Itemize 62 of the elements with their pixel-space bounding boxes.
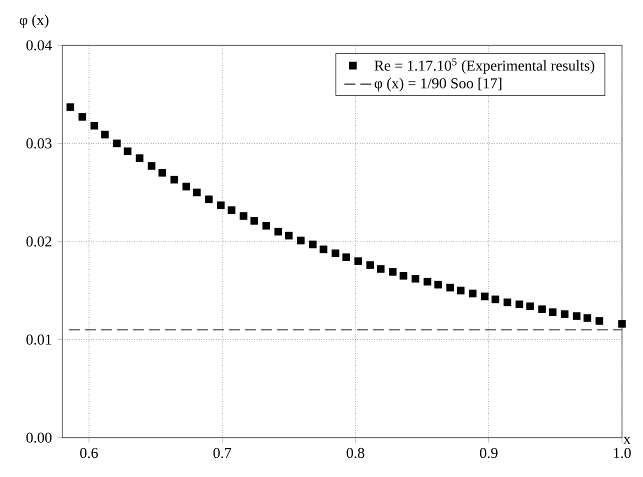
point	[309, 240, 317, 248]
point	[388, 268, 397, 276]
point	[468, 290, 477, 298]
point	[136, 154, 144, 162]
point	[400, 272, 408, 280]
point	[366, 261, 374, 269]
point	[78, 113, 86, 121]
point	[504, 298, 512, 306]
point	[526, 302, 534, 310]
x-tick-label: 0.9	[480, 448, 498, 458]
y-tick-label: 0.00	[26, 432, 52, 443]
point	[148, 162, 156, 170]
point	[560, 310, 568, 318]
legend-label: Re = 1.17.10$^{5}$ (Experimental results)	[374, 58, 594, 74]
point	[434, 280, 442, 288]
point	[297, 236, 305, 244]
y-axis-title: φ (x)	[20, 14, 48, 28]
point	[285, 232, 293, 240]
point	[90, 122, 98, 130]
point	[618, 320, 626, 328]
y-tick-label: 0.03	[26, 138, 52, 148]
point	[572, 312, 580, 320]
point	[262, 222, 270, 230]
x-tick-label: 1.0	[614, 448, 631, 458]
legend-label: φ (x) = 1/90 Soo [17]	[374, 78, 502, 92]
point	[66, 103, 74, 111]
point	[596, 317, 604, 325]
x-tick-label: 0.7	[213, 448, 232, 458]
x-axis-title: x	[623, 436, 631, 444]
point	[320, 246, 328, 254]
point	[446, 284, 454, 292]
point	[158, 169, 166, 177]
point	[193, 188, 201, 196]
point	[217, 201, 225, 210]
point	[456, 286, 465, 294]
y-tick-label: 0.04	[26, 40, 52, 50]
x-tick-label: 0.8	[346, 448, 364, 458]
point	[274, 228, 282, 236]
point	[376, 265, 385, 273]
point	[101, 130, 109, 138]
point	[113, 140, 121, 148]
point	[412, 274, 420, 283]
point	[354, 257, 362, 265]
point	[250, 217, 258, 225]
point	[538, 305, 546, 313]
point	[480, 292, 489, 300]
point	[492, 296, 500, 304]
point	[332, 249, 340, 258]
point	[205, 196, 213, 204]
point	[228, 206, 236, 214]
point	[182, 182, 190, 190]
point	[170, 176, 178, 184]
point	[240, 212, 248, 220]
y-tick-label: 0.01	[26, 334, 52, 345]
point	[548, 308, 557, 316]
point	[584, 314, 592, 322]
point	[342, 253, 350, 261]
y-tick-label: 0.02	[26, 236, 52, 247]
point	[516, 300, 524, 308]
x-tick-label: 0.6	[80, 448, 98, 458]
point	[424, 278, 432, 286]
point	[124, 147, 132, 156]
